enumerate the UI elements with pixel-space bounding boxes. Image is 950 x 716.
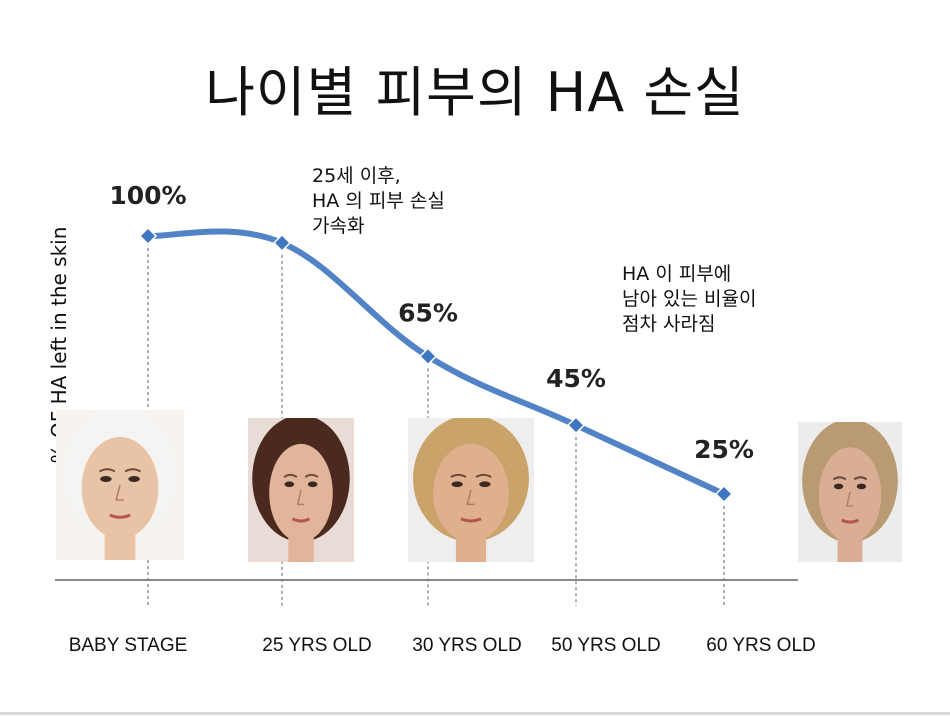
annotation-after-25: 25세 이후, HA 의 피부 손실 가속화	[312, 165, 445, 237]
annotation-gradual-loss: HA 이 피부에 남아 있는 비율이 점차 사라짐	[622, 263, 757, 335]
data-point-3	[566, 416, 586, 435]
left-eye	[284, 481, 295, 488]
mouth	[460, 517, 482, 523]
data-label-3: 45%	[546, 364, 606, 393]
data-label-2: 65%	[398, 298, 458, 327]
nose	[115, 484, 124, 501]
mouth	[109, 513, 131, 519]
right-eye	[479, 481, 491, 488]
age-30-photo	[408, 418, 534, 562]
x-tick-label-4: 60 YRS OLD	[706, 635, 815, 656]
mouth	[841, 518, 859, 524]
nose	[845, 491, 854, 507]
right-eye	[128, 476, 140, 482]
left-eye	[100, 476, 112, 482]
left-eye	[451, 481, 463, 488]
nose	[296, 489, 305, 506]
age-60-photo	[798, 422, 902, 562]
age-25-photo	[248, 418, 354, 562]
x-tick-label-3: 50 YRS OLD	[551, 635, 660, 656]
data-label-4: 25%	[694, 435, 754, 464]
left-eye	[833, 483, 844, 490]
data-point-0	[138, 226, 158, 246]
footer-divider	[0, 712, 950, 715]
data-point-4	[714, 484, 734, 504]
data-point-2	[418, 347, 438, 366]
mouth	[291, 517, 311, 523]
baby-photo	[56, 410, 184, 560]
right-eye	[856, 483, 867, 490]
x-tick-label-1: 25 YRS OLD	[262, 635, 371, 656]
x-tick-label-2: 30 YRS OLD	[412, 635, 521, 656]
x-tick-label-0: BABY STAGE	[69, 635, 188, 656]
data-point-1	[272, 233, 292, 252]
nose	[466, 489, 475, 506]
chart-title: 나이별 피부의 HA 손실	[205, 61, 745, 124]
right-eye	[307, 481, 318, 488]
data-label-0: 100%	[109, 181, 186, 210]
